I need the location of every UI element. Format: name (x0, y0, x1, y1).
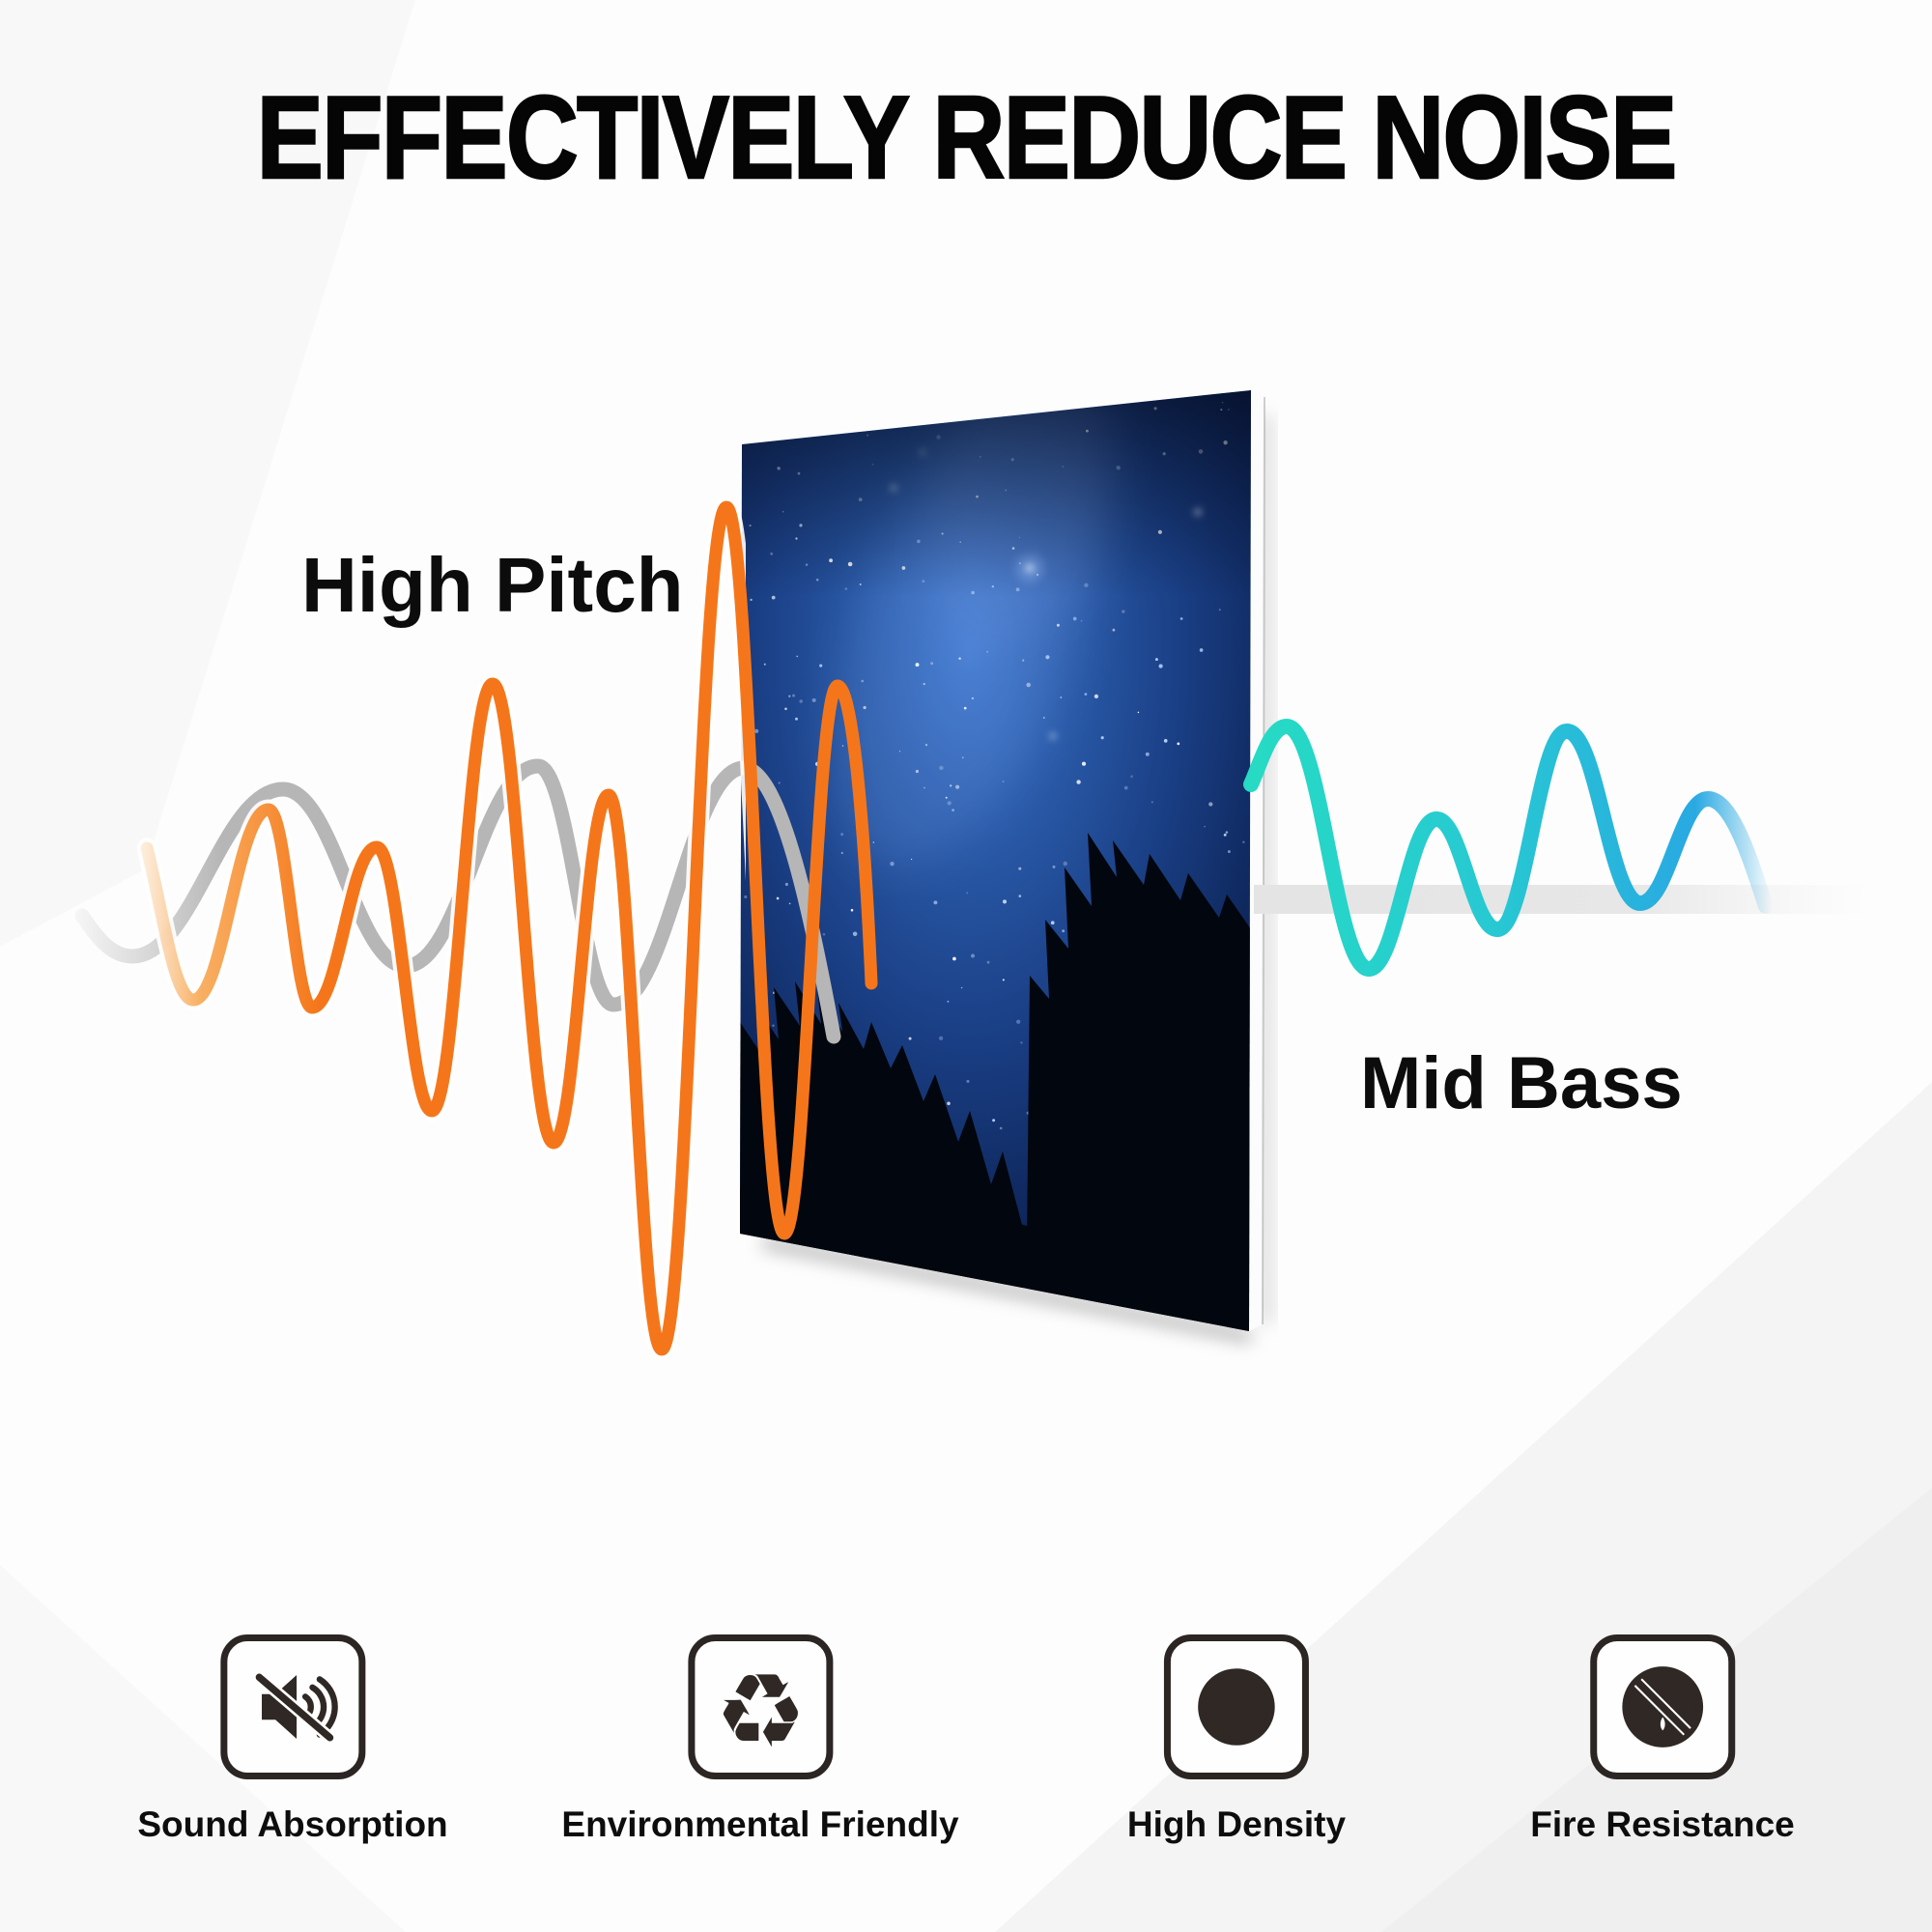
feature-environmental-friendly: ♻ Environmental Friendly (561, 1634, 959, 1845)
recycle-icon: ♻ (687, 1634, 833, 1779)
acoustic-panel (740, 390, 1251, 1331)
svg-text:♻: ♻ (714, 1656, 806, 1758)
muted-speaker-icon (219, 1634, 365, 1779)
feature-label: Environmental Friendly (561, 1804, 959, 1844)
feature-label: Sound Absorption (137, 1804, 448, 1844)
panel-side-edge (1249, 390, 1265, 1331)
feature-sound-absorption: Sound Absorption (137, 1634, 448, 1845)
page-title: EFFECTIVELY REDUCE NOISE (255, 71, 1678, 205)
feature-label: Fire Resistance (1530, 1804, 1795, 1844)
feature-high-density: High Density (1127, 1634, 1346, 1845)
high-pitch-label: High Pitch (301, 542, 684, 628)
feature-label: High Density (1126, 1804, 1347, 1844)
perforated-circle-icon (1163, 1634, 1309, 1779)
mid-bass-label: Mid Bass (1360, 1042, 1683, 1124)
high-pitch-wave (136, 497, 878, 1360)
feature-fire-resistance: Fire Resistance (1530, 1634, 1795, 1845)
no-fire-icon (1590, 1634, 1735, 1779)
mid-bass-wave (1243, 718, 1774, 978)
